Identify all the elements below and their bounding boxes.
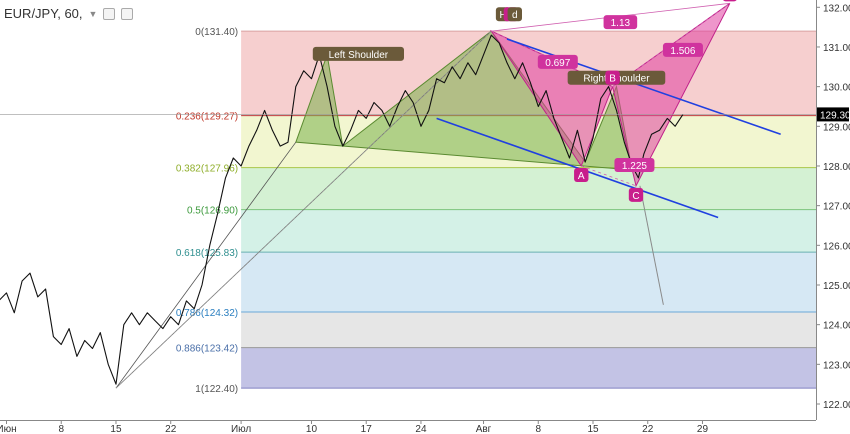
time-tick-label: 22: [165, 424, 177, 434]
settings-square-icon[interactable]: [103, 7, 116, 20]
harmonic-point-label-bg: [574, 167, 589, 182]
harmonic-ratio-label-text: 1.506: [670, 46, 695, 57]
harmonic-point-label: D: [723, 0, 737, 1]
price-tick-label: 126.00: [823, 241, 850, 252]
harmonic-point-label-text: A: [578, 171, 585, 182]
close-square-icon[interactable]: [121, 7, 134, 20]
harmonic-ratio-label-bg: [662, 42, 703, 57]
price-tick-label: 128.00: [823, 162, 850, 173]
harmonic-extra-label-text: d: [512, 10, 518, 21]
harmonic-point-label-text: D: [726, 0, 733, 1]
price-axis-ticks: 122.00 123.00 124.00 125.00 126.00 127.00 128.…: [816, 3, 850, 411]
price-tick-label: 129.00: [823, 122, 850, 133]
time-tick-label: Июл: [231, 424, 251, 434]
time-tick-label: 15: [587, 424, 599, 434]
price-axis-bg: [816, 0, 850, 434]
price-tick-label: 132.00: [823, 3, 850, 14]
fib-level-label: 0.382(127.96): [176, 164, 238, 175]
time-tick-label: Авг: [476, 424, 492, 434]
projection-line: [639, 185, 664, 305]
harmonic-point-label: B: [605, 70, 620, 85]
price-tick-label: 127.00: [823, 202, 850, 213]
fib-band: [241, 347, 817, 389]
harmonic-extra-label: d: [507, 7, 522, 22]
harmonic-point-label-text: B: [609, 74, 616, 85]
symbol-label[interactable]: EUR/JPY, 60,: [4, 6, 83, 21]
time-tick-label: 29: [697, 424, 709, 434]
price-tick-label: 130.00: [823, 83, 850, 94]
harmonic-point-label-bg: [628, 187, 644, 202]
harmonic-ratio-label-bg: [614, 157, 655, 172]
current-price-badge-bg: [817, 107, 849, 122]
harmonic-point-label-text: C: [632, 191, 639, 202]
channel-trend-line: [436, 117, 719, 219]
fib-level-label: 0.5(126.90): [187, 206, 238, 217]
head-shoulders-label-bg: [312, 46, 404, 61]
chart-header: EUR/JPY, 60, ▼: [4, 6, 134, 21]
head-shoulders-label-text: H: [499, 10, 506, 21]
time-tick-label: 24: [415, 424, 427, 434]
harmonic-ratio-label: 1.13: [603, 15, 638, 30]
time-axis-ticks: Июн 8 15 22 Июл 10 17 24 Авг 8 15 22 29: [0, 420, 708, 434]
price-tick-label: 131.00: [823, 43, 850, 54]
trend-dotted-line: [115, 30, 492, 389]
chevron-down-icon[interactable]: ▼: [88, 8, 98, 19]
price-tick-label: 125.00: [823, 281, 850, 292]
fib-level-label: 0.618(125.83): [176, 248, 238, 259]
harmonic-ratio-label-text: 0.697: [545, 58, 570, 69]
head-shoulders-label-text: Left Shoulder: [329, 50, 389, 61]
harmonic-ratio-label: 1.225: [614, 157, 655, 172]
time-tick-label: 8: [58, 424, 64, 434]
price-series-line: [0, 34, 684, 385]
fib-band: [241, 167, 817, 210]
fib-level-label: 0.236(129.27): [176, 112, 238, 123]
harmonic-point-label-bg: [723, 0, 737, 2]
time-tick-label: 17: [361, 424, 373, 434]
harmonic-ratio-label-text: 1.13: [611, 18, 631, 29]
fib-band: [241, 209, 817, 253]
harmonic-ratio-label: 1.506: [662, 42, 703, 57]
harmonic-ratio-label-bg: [603, 15, 638, 30]
fib-band: [241, 311, 817, 348]
price-tick-label: 122.00: [823, 400, 850, 411]
fib-level-label: 0(131.40): [195, 27, 238, 38]
head-shoulders-label: Left Shoulder: [312, 46, 404, 61]
current-price-badge-text: 129.30: [820, 110, 850, 121]
harmonic-ratio-line: [581, 165, 637, 187]
time-tick-label: 10: [306, 424, 318, 434]
time-tick-label: 15: [110, 424, 122, 434]
current-price-badge: 129.30: [817, 107, 850, 122]
harmonic-ratio-label-text: 1.225: [622, 161, 647, 172]
time-axis-bg: [0, 420, 850, 434]
time-tick-label: 8: [535, 424, 541, 434]
fib-level-label: 1(122.40): [195, 384, 238, 395]
harmonic-ratio-label-bg: [537, 54, 578, 69]
harmonic-point-label-bg: [605, 70, 620, 85]
harmonic-point-label: C: [628, 187, 644, 202]
fib-level-label: 0.886(123.42): [176, 344, 238, 355]
fib-band: [241, 252, 817, 312]
harmonic-point-label: A: [574, 167, 589, 182]
fib-level-label: 0.786(124.32): [176, 308, 238, 319]
price-tick-label: 124.00: [823, 321, 850, 332]
harmonic-ratio-label: 0.697: [537, 54, 578, 69]
time-tick-label: 22: [642, 424, 654, 434]
harmonic-extra-label-bg: [507, 7, 522, 22]
time-tick-label: Июн: [0, 424, 17, 434]
price-tick-label: 123.00: [823, 360, 850, 371]
